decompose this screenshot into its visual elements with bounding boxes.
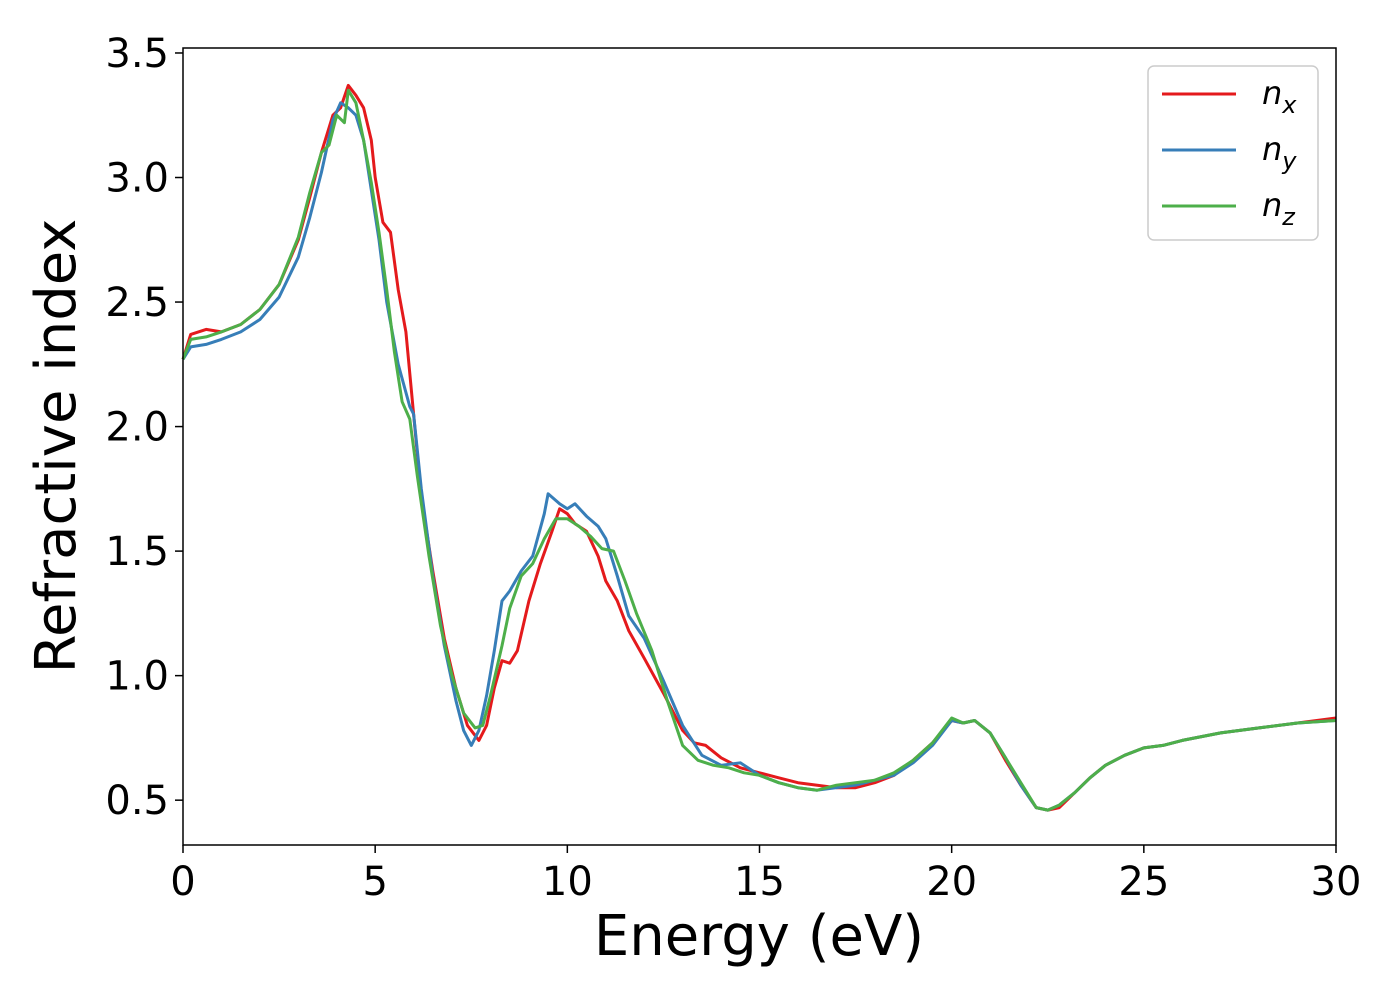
x-tick-label: 30 [1311,859,1362,905]
x-tick-label: 25 [1118,859,1169,905]
x-axis: 0 5 10 15 20 25 30 [170,845,1361,905]
legend-box [1147,65,1319,241]
y-axis-title: Refractive index [24,219,89,674]
x-tick-label: 20 [926,859,977,905]
y-tick-label: 2.0 [105,405,169,451]
y-tick-label: 1.0 [105,654,169,700]
legend-label-nx: nx [1262,74,1297,119]
x-tick-label: 15 [734,859,785,905]
y-axis: 0.5 1.0 1.5 2.0 2.5 3.0 3.5 [105,31,183,824]
y-tick-label: 0.5 [105,778,169,824]
series-line-nz [181,88,1337,812]
x-tick-label: 0 [170,859,195,905]
x-axis-title: Energy (eV) [594,904,924,969]
legend: nx ny nz [1147,65,1319,241]
legend-label-nz: nz [1262,186,1296,231]
x-tick-label: 5 [362,859,387,905]
y-tick-label: 1.5 [105,529,169,575]
y-tick-label: 2.5 [105,280,169,326]
legend-label-ny: ny [1262,130,1297,175]
plot-lines [181,83,1337,812]
y-tick-label: 3.5 [105,31,169,77]
y-tick-label: 3.0 [105,156,169,202]
x-tick-label: 10 [542,859,593,905]
